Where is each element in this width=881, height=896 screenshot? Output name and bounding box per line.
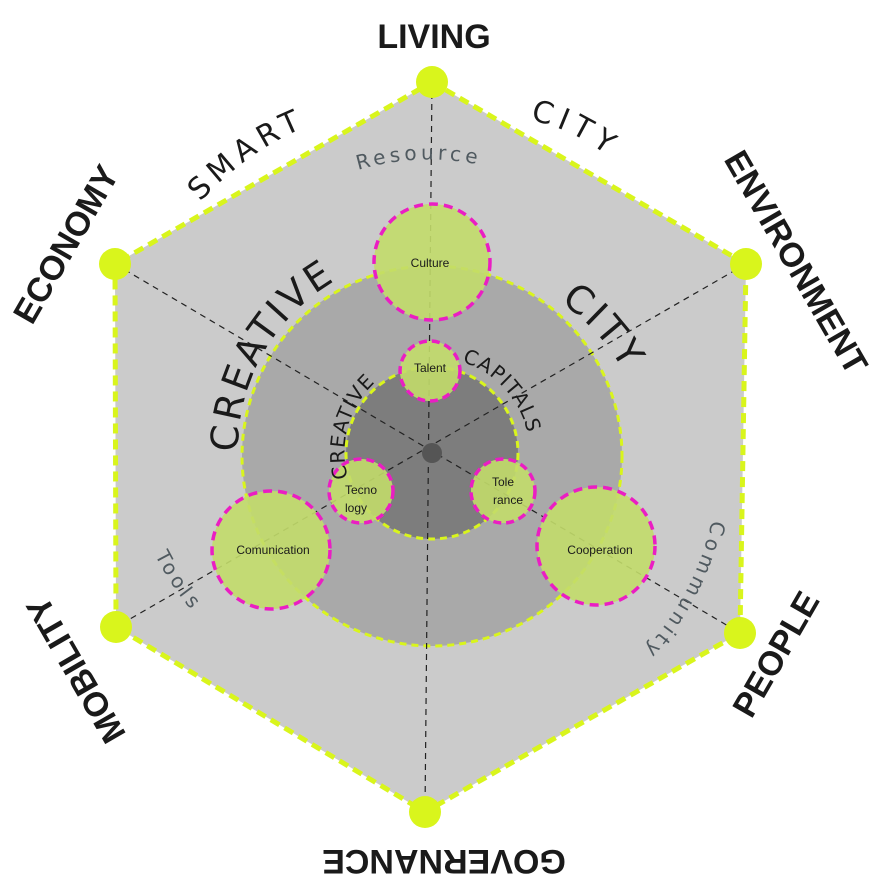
node-technology: Tecno logy <box>327 457 395 525</box>
node-label-comunication: Comunication <box>236 543 309 557</box>
vertex-dot-people <box>724 617 756 649</box>
node-label-talent: Talent <box>414 361 447 375</box>
node-tolerance: Tole rance <box>469 457 537 525</box>
vertex-dot-governance <box>409 796 441 828</box>
node-label-technology-1: Tecno <box>345 483 377 497</box>
node-label-cooperation: Cooperation <box>567 543 632 557</box>
vertex-dot-economy <box>99 248 131 280</box>
node-label-tolerance-1: Tole <box>492 475 514 489</box>
node-label-technology-2: logy <box>345 501 367 515</box>
vertex-dot-mobility <box>100 611 132 643</box>
node-label-tolerance-2: rance <box>493 493 523 507</box>
node-cooperation: Cooperation <box>535 485 657 607</box>
vertex-dot-living <box>416 66 448 98</box>
vertex-dots <box>99 66 762 828</box>
axis-label-economy: ECONOMY <box>6 159 127 330</box>
node-talent: Talent <box>398 339 462 403</box>
axis-label-governance: GOVERNANCE <box>322 842 566 880</box>
vertex-dot-environment <box>730 248 762 280</box>
node-culture: Culture <box>372 202 492 322</box>
node-label-culture: Culture <box>411 256 450 270</box>
node-comunication: Comunication <box>210 489 332 611</box>
center-dot <box>422 443 442 463</box>
nodes: Culture Talent Tecno logy Tole rance Com… <box>210 202 657 611</box>
axis-label-living: LIVING <box>377 18 490 56</box>
